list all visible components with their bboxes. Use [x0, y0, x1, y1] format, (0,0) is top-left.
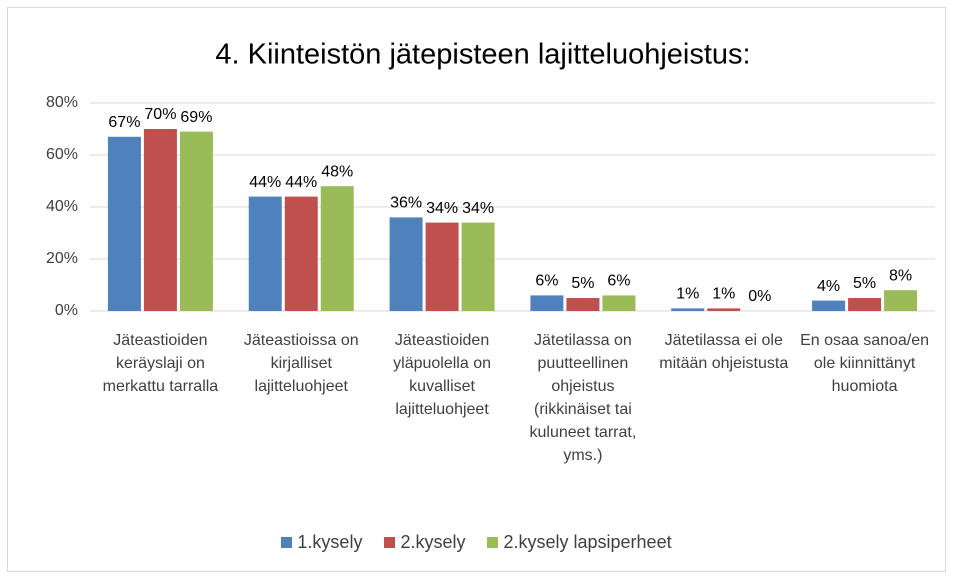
- bar: [320, 186, 354, 311]
- legend-swatch: [281, 537, 293, 548]
- y-tick-label: 40%: [46, 198, 78, 215]
- x-tick-label: Jäteastioissa on kirjalliset lajitteluoh…: [243, 332, 359, 395]
- y-tick-label: 80%: [46, 94, 78, 111]
- legend-swatch: [487, 537, 499, 548]
- bar: [425, 222, 459, 311]
- data-label: 36%: [390, 195, 422, 212]
- legend: 1.kysely 2.kysely 2.kysely lapsiperheet: [0, 532, 953, 553]
- chart-title: 4. Kiinteistön jätepisteen lajitteluohje…: [215, 39, 750, 71]
- data-label: 34%: [462, 200, 494, 217]
- bar: [107, 136, 141, 311]
- bar: [530, 295, 564, 311]
- bar: [179, 131, 213, 311]
- x-tick-label: Jätetilassa on puutteellinen ohjeistus (…: [529, 332, 637, 464]
- data-label: 34%: [426, 200, 458, 217]
- bar: [566, 298, 600, 311]
- data-label: 67%: [108, 114, 140, 131]
- bar: [707, 308, 741, 311]
- legend-item: 2.kysely lapsiperheet: [487, 532, 672, 553]
- y-tick-label: 0%: [55, 302, 78, 319]
- bar: [284, 196, 318, 311]
- legend-swatch: [384, 537, 396, 548]
- bar: [848, 298, 882, 311]
- x-tick-label: Jäteastioiden keräyslaji on merkattu tar…: [102, 332, 219, 395]
- data-label: 5%: [853, 275, 876, 292]
- x-tick-label: Jätetilassa ei ole mitään ohjeistusta: [659, 332, 789, 372]
- bar: [671, 308, 705, 311]
- bar: [461, 222, 495, 311]
- data-label: 1%: [712, 286, 735, 303]
- data-label: 4%: [817, 278, 840, 295]
- bar: [389, 217, 423, 311]
- data-label: 44%: [285, 174, 317, 191]
- data-label: 8%: [889, 267, 912, 284]
- bar: [602, 295, 636, 311]
- data-label: 48%: [321, 163, 353, 180]
- data-label: 6%: [535, 273, 558, 290]
- bar: [884, 290, 918, 311]
- bar: [143, 129, 177, 311]
- x-tick-label: En osaa sanoa/en ole kiinnittänyt huomio…: [800, 332, 930, 395]
- data-label: 0%: [748, 288, 771, 305]
- legend-item: 1.kysely: [281, 532, 362, 553]
- legend-item: 2.kysely: [384, 532, 465, 553]
- legend-label: 1.kysely: [297, 532, 363, 552]
- y-tick-label: 20%: [46, 250, 78, 267]
- data-label: 70%: [144, 106, 176, 123]
- y-tick-label: 60%: [46, 146, 78, 163]
- legend-label: 2.kysely lapsiperheet: [503, 532, 672, 552]
- data-label: 6%: [607, 273, 630, 290]
- legend-label: 2.kysely: [400, 532, 466, 552]
- bar: [248, 196, 282, 311]
- data-label: 5%: [571, 275, 594, 292]
- data-label: 1%: [676, 286, 699, 303]
- data-label: 44%: [249, 174, 281, 191]
- bar: [812, 300, 846, 311]
- x-tick-label: Jäteastioiden yläpuolella on kuvalliset …: [393, 332, 491, 418]
- data-label: 69%: [180, 109, 212, 126]
